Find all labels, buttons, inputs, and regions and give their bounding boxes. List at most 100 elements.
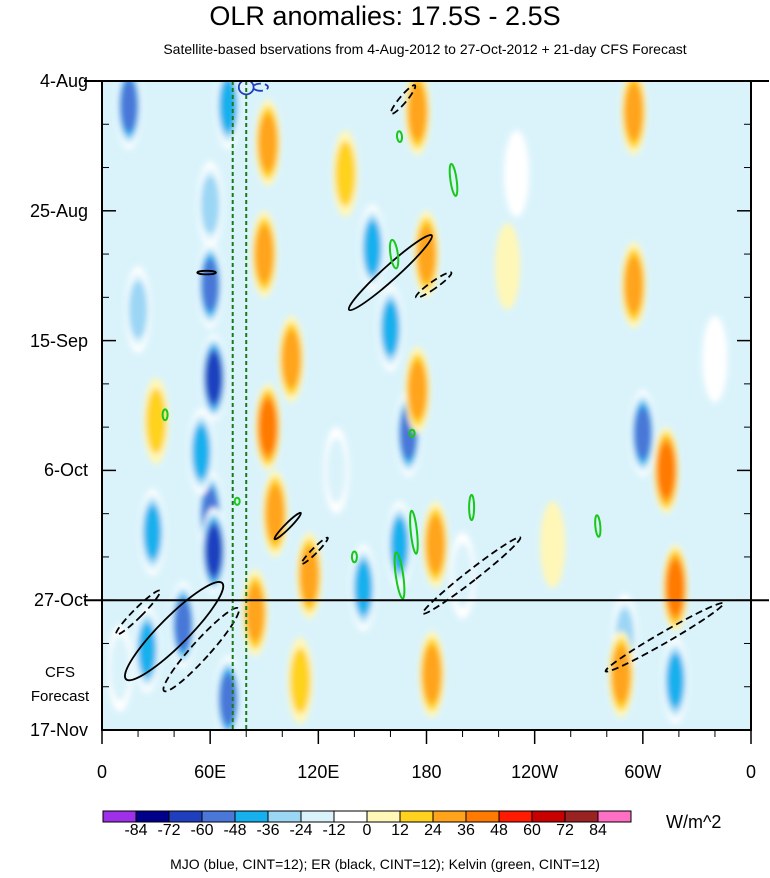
colorbar-units: W/m^2 xyxy=(666,812,722,832)
anomaly-31-level-3 xyxy=(624,83,643,141)
er-contour-2 xyxy=(162,606,240,693)
anomaly-46-level-1 xyxy=(702,315,728,403)
colorbar-label-12: 60 xyxy=(523,822,541,839)
chart-footer: MJO (blue, CINT=12); ER (black, CINT=12)… xyxy=(170,856,600,872)
kelvin-contour-14 xyxy=(448,162,459,197)
anomaly-2-level-3 xyxy=(201,175,220,234)
kelvin-contour-19 xyxy=(594,514,602,538)
er-contour-3 xyxy=(273,511,302,541)
colorbar-box-3 xyxy=(201,810,236,823)
x-tick-label-0: 0 xyxy=(96,762,107,782)
anomaly-0-level-4 xyxy=(219,81,237,133)
anomaly-11-level-4 xyxy=(363,220,381,275)
anomaly-38-level-2 xyxy=(290,648,311,714)
colorbar-box-1 xyxy=(135,810,170,823)
chart-subtitle: Satellite-based bservations from 4-Aug-2… xyxy=(163,41,687,57)
y-tick-label-3: 6-Oct xyxy=(43,460,88,481)
er-contour-7 xyxy=(389,84,417,115)
x-tick-label-3: 180 xyxy=(411,762,442,782)
colorbar-box-2 xyxy=(168,810,203,823)
colorbar-box-5 xyxy=(267,810,302,823)
kelvin-contour-18 xyxy=(468,493,476,522)
anomaly-29-level-3 xyxy=(426,515,445,574)
colorbar-label-10: 36 xyxy=(457,822,475,839)
colorbar-label-4: -36 xyxy=(256,822,280,839)
y-tick-label-0: 4-Aug xyxy=(39,71,88,91)
colorbar-box-10 xyxy=(432,810,467,823)
y-tick-label-2: 15-Sep xyxy=(29,330,88,351)
colorbar-box-0 xyxy=(102,810,137,823)
reference-lines xyxy=(84,81,769,730)
colorbar-label-7: 0 xyxy=(362,822,372,839)
kelvin-contour-17 xyxy=(393,551,406,600)
anomaly-35-level-3 xyxy=(612,645,631,704)
colorbar-box-7 xyxy=(333,810,368,823)
colorbar-box-13 xyxy=(531,810,566,823)
x-tick-label-4: 120W xyxy=(511,762,559,782)
mjo-contour-12 xyxy=(252,82,269,92)
y-tick-label-4: 27-Oct xyxy=(33,590,88,611)
y-tick-label-5: 17-Nov xyxy=(29,720,88,740)
anomaly-45-level-1 xyxy=(503,130,530,217)
anomaly-9-level-4 xyxy=(138,622,156,677)
anomaly-33-level-4 xyxy=(657,443,675,498)
forecast-label-line-1: CFS xyxy=(45,664,75,681)
anomaly-3-level-5 xyxy=(201,259,219,311)
anomaly-41-level-1 xyxy=(540,501,566,588)
anomaly-42-level-2 xyxy=(146,388,167,454)
anomaly-21-level-3 xyxy=(258,114,277,172)
anomaly-7-level-4 xyxy=(192,424,210,479)
colorbar-box-14 xyxy=(564,810,599,823)
forecast-label: CFS Forecast xyxy=(30,661,90,709)
anomaly-44-level-2 xyxy=(452,543,473,608)
er-contour-9 xyxy=(604,602,725,673)
colorbar-label-11: 48 xyxy=(490,822,508,839)
wave-contours xyxy=(115,81,725,693)
anomaly-28-level-3 xyxy=(408,361,427,419)
kelvin-contour-13 xyxy=(395,130,404,143)
er-contour-0 xyxy=(124,581,225,682)
anomaly-15-level-4 xyxy=(354,560,372,615)
colorbar-label-8: 12 xyxy=(391,822,409,839)
x-tick-label-2: 120E xyxy=(297,762,340,782)
x-tick-label-1: 60E xyxy=(194,762,227,782)
colorbar-label-3: -48 xyxy=(223,822,247,839)
colorbar-label-14: 84 xyxy=(589,822,607,839)
colorbar-box-4 xyxy=(234,810,269,823)
er-contour-6 xyxy=(414,271,453,299)
kelvin-contour-23 xyxy=(233,496,241,506)
er-contour-1 xyxy=(115,589,162,636)
colorbar-box-12 xyxy=(498,810,533,823)
anomaly-32-level-3 xyxy=(624,256,643,314)
anomaly-24-level-3 xyxy=(266,484,285,543)
colorbar-box-9 xyxy=(399,810,434,823)
anomaly-34-level-4 xyxy=(666,560,684,615)
anomaly-40-level-1 xyxy=(495,223,521,310)
er-contour-5 xyxy=(347,234,433,312)
anomaly-20-level-4 xyxy=(143,505,162,560)
anomaly-37-level-3 xyxy=(246,583,265,642)
y-tick-label-1: 25-Aug xyxy=(29,200,88,221)
er-contour-8 xyxy=(421,536,522,615)
anomaly-14-level-4 xyxy=(390,517,409,572)
colorbar-label-13: 72 xyxy=(556,822,574,839)
anomaly-43-level-2 xyxy=(326,437,347,503)
anomaly-1-level-5 xyxy=(120,81,138,132)
anomaly-26-level-3 xyxy=(408,83,427,141)
colorbar-box-6 xyxy=(300,810,335,823)
colorbar-label-1: -72 xyxy=(157,822,181,839)
mjo-contour-11 xyxy=(237,81,255,96)
anomaly-4-level-6 xyxy=(205,352,222,403)
colorbar-box-11 xyxy=(465,810,500,823)
x-tick-label-5: 60W xyxy=(624,762,662,782)
anomaly-47-level-2 xyxy=(110,635,130,701)
colorbar-label-9: 24 xyxy=(424,822,442,839)
anomaly-16-level-5 xyxy=(634,407,652,460)
colorbar-label-6: -12 xyxy=(322,822,346,839)
colorbar-label-5: -24 xyxy=(289,822,313,839)
axes xyxy=(84,80,769,744)
forecast-label-line-2: Forecast xyxy=(30,688,90,705)
anomaly-19-level-3 xyxy=(129,280,148,339)
anomaly-25-level-3 xyxy=(282,330,301,388)
